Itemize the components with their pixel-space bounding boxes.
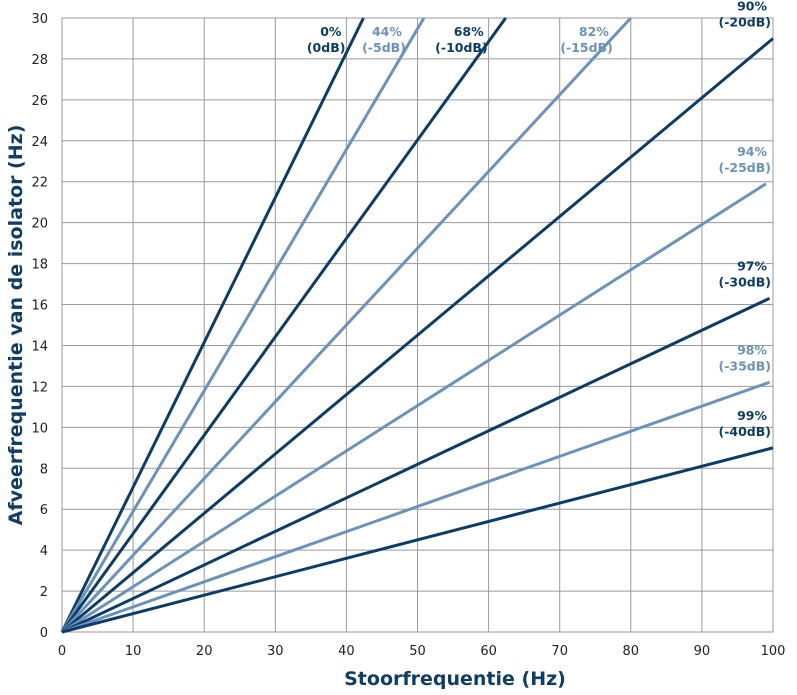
x-tick-label: 20 — [196, 644, 213, 659]
x-axis-title: Stoorfrequentie (Hz) — [344, 668, 566, 690]
series-label-db: (0dB) — [307, 40, 346, 55]
x-tick-label: 80 — [623, 644, 640, 659]
series-label-percent: 94% — [737, 144, 767, 159]
y-tick-label: 8 — [40, 462, 48, 477]
y-tick-label: 6 — [40, 503, 48, 518]
x-tick-label: 90 — [694, 644, 711, 659]
series-label-percent: 97% — [737, 258, 767, 273]
series-label-percent: 0% — [320, 24, 342, 39]
series-label-db: (-25dB) — [719, 160, 771, 175]
series-label-percent: 99% — [737, 408, 767, 423]
x-tick-label: 50 — [409, 644, 426, 659]
series-label-db: (-35dB) — [719, 358, 771, 373]
series-label-db: (-5dB) — [362, 40, 406, 55]
series-line — [61, 297, 771, 634]
y-tick-label: 0 — [40, 626, 48, 641]
y-axis-title: Afveerfrequentie van de isolator (Hz) — [5, 125, 27, 526]
series-label-percent: 68% — [454, 24, 484, 39]
x-tick-label: 40 — [338, 644, 355, 659]
series-label-db: (-30dB) — [719, 274, 771, 289]
series-line — [61, 380, 770, 634]
series-line — [61, 37, 774, 634]
x-tick-label: 0 — [58, 644, 66, 659]
y-tick-label: 30 — [31, 12, 48, 27]
y-tick-label: 4 — [40, 544, 48, 559]
series-line — [60, 17, 365, 633]
y-tick-label: 24 — [31, 135, 48, 150]
series-line — [60, 17, 507, 633]
series-line — [60, 17, 426, 633]
series-label-percent: 44% — [372, 24, 402, 39]
y-tick-label: 20 — [31, 217, 48, 232]
series-line — [61, 182, 767, 634]
y-tick-label: 18 — [31, 258, 48, 273]
series-label-percent: 82% — [579, 24, 609, 39]
series-label-db: (-40dB) — [719, 424, 771, 439]
series-label-db: (-15dB) — [560, 40, 612, 55]
x-tick-label: 30 — [267, 644, 284, 659]
x-tick-label: 60 — [480, 644, 497, 659]
y-tick-label: 22 — [31, 176, 48, 191]
y-tick-label: 16 — [31, 299, 48, 314]
series-line — [60, 16, 632, 634]
series-lines — [60, 16, 774, 634]
y-tick-label: 2 — [40, 585, 48, 600]
y-tick-label: 10 — [31, 421, 48, 436]
y-tick-label: 26 — [31, 94, 48, 109]
y-tick-label: 12 — [31, 380, 48, 395]
x-tick-label: 100 — [761, 644, 786, 659]
y-tick-label: 14 — [31, 339, 48, 354]
series-label-percent: 98% — [737, 342, 767, 357]
x-tick-label: 10 — [125, 644, 142, 659]
y-tick-label: 28 — [31, 53, 48, 68]
tick-labels: 0 10 20 30 40 50 60 70 80 90 100024681012141618202… — [31, 12, 785, 659]
series-label-db: (-20dB) — [719, 14, 771, 29]
series-labels: 0%(0dB)44%(-5dB)68%(-10dB)82%(-15dB)90%(… — [307, 0, 771, 439]
series-label-percent: 90% — [737, 0, 767, 13]
series-line — [61, 446, 774, 634]
x-tick-label: 70 — [551, 644, 568, 659]
series-label-db: (-10dB) — [435, 40, 487, 55]
